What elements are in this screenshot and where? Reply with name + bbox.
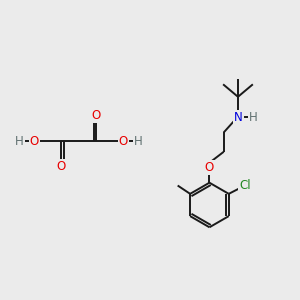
- Text: N: N: [234, 110, 242, 124]
- Text: O: O: [205, 161, 214, 174]
- Text: Cl: Cl: [239, 179, 251, 192]
- Text: H: H: [15, 135, 24, 148]
- Text: H: H: [134, 135, 142, 148]
- Text: H: H: [249, 110, 258, 124]
- Text: O: O: [29, 135, 39, 148]
- Text: O: O: [56, 160, 65, 173]
- Text: O: O: [118, 135, 128, 148]
- Text: O: O: [92, 109, 101, 122]
